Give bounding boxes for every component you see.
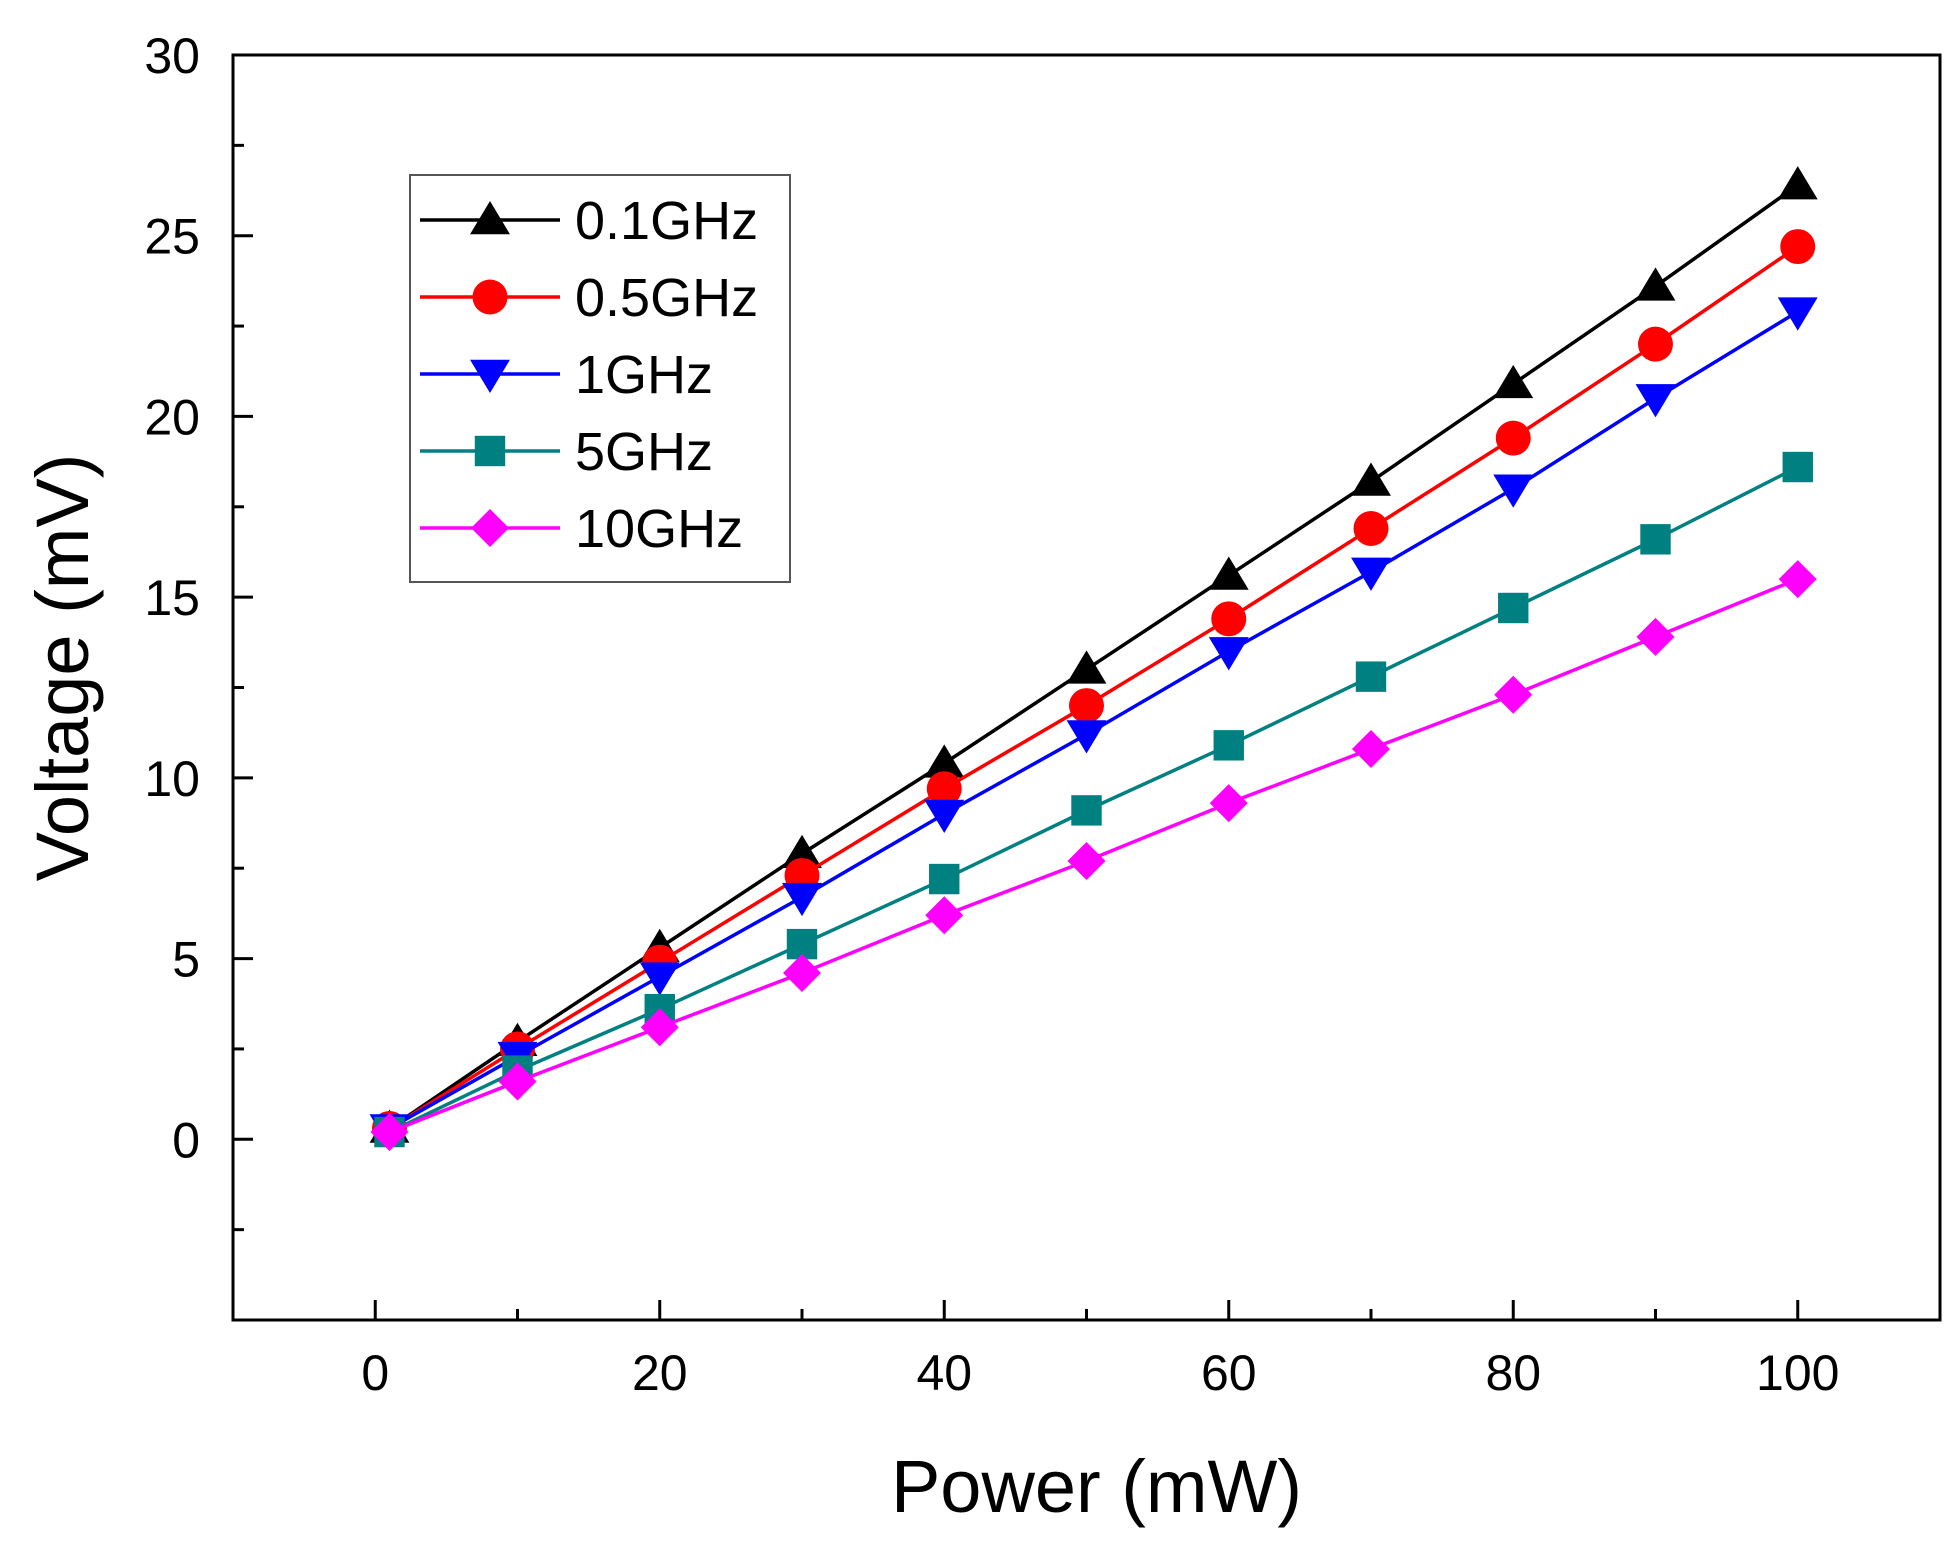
legend-label: 0.1GHz — [575, 191, 758, 251]
data-point — [926, 771, 962, 807]
x-tick-label: 40 — [916, 1345, 972, 1401]
y-tick-label: 25 — [144, 209, 200, 265]
data-point — [1498, 592, 1529, 624]
legend-item: 5GHz — [420, 422, 713, 482]
y-tick-label: 15 — [144, 570, 200, 626]
legend: 0.1GHz 0.5GHz 1GHz 5GHz 10GHz — [409, 174, 791, 583]
data-point — [1069, 688, 1104, 724]
series-10GHz — [370, 560, 1817, 1152]
legend-label: 1GHz — [575, 345, 713, 405]
data-point — [1208, 637, 1249, 671]
x-tick-label: 0 — [361, 1345, 389, 1401]
x-tick-label: 60 — [1201, 1345, 1257, 1401]
data-point — [1778, 560, 1817, 599]
data-point — [1353, 510, 1389, 546]
data-point — [370, 1113, 409, 1152]
y-tick-label: 20 — [144, 389, 200, 445]
x-tick-label: 20 — [632, 1345, 688, 1401]
data-point — [783, 954, 821, 993]
data-point — [1351, 557, 1391, 591]
data-point — [640, 1008, 679, 1047]
data-point — [1638, 326, 1673, 362]
legend-item: 1GHz — [420, 345, 713, 405]
data-point — [1495, 420, 1531, 456]
legend-marker — [471, 509, 509, 547]
data-point — [1067, 841, 1106, 880]
legend-marker — [472, 279, 508, 315]
x-tick-label: 100 — [1756, 1345, 1839, 1401]
data-point — [782, 834, 822, 869]
data-point — [498, 1062, 537, 1101]
data-point — [1209, 784, 1248, 823]
x-tick-label: 80 — [1485, 1345, 1541, 1401]
data-point — [1208, 556, 1249, 590]
data-point — [924, 799, 965, 833]
legend-marker — [470, 359, 510, 393]
data-point — [925, 896, 964, 935]
data-point — [1782, 451, 1813, 483]
data-point — [1777, 297, 1818, 331]
plot-frame — [231, 53, 1942, 1322]
legend-item: 0.5GHz — [420, 268, 758, 328]
legend-item: 0.1GHz — [420, 191, 758, 251]
legend-label: 0.5GHz — [575, 268, 758, 328]
data-point — [1071, 795, 1102, 826]
data-point — [1211, 601, 1247, 637]
series-layer — [369, 166, 1818, 1152]
y-tick-label: 30 — [144, 28, 200, 84]
series-1GHz — [369, 297, 1818, 1148]
data-point — [1351, 462, 1391, 496]
data-point — [1636, 617, 1675, 656]
legend-marker — [470, 201, 510, 235]
series-5GHz — [374, 451, 1813, 1148]
data-point — [1213, 730, 1244, 761]
legend-box — [409, 174, 791, 583]
y-tick-label: 10 — [144, 751, 200, 807]
legend-label: 5GHz — [575, 422, 713, 482]
data-point — [639, 962, 680, 996]
data-point — [924, 744, 965, 778]
data-point — [1635, 384, 1676, 418]
data-point — [1635, 267, 1676, 301]
data-point — [1777, 166, 1818, 200]
legend-marker — [474, 435, 506, 467]
legend-label: 10GHz — [575, 499, 743, 559]
data-point — [782, 882, 822, 917]
x-axis-title: Power (mW) — [891, 1445, 1302, 1528]
data-point — [1066, 720, 1107, 754]
data-point — [1640, 524, 1671, 555]
data-point — [1493, 364, 1534, 399]
data-point — [929, 863, 960, 895]
data-point — [1066, 650, 1107, 684]
data-point — [1493, 474, 1534, 508]
legend-item: 10GHz — [420, 499, 743, 559]
y-tick-label: 5 — [172, 932, 200, 988]
y-axis-title: Voltage (mV) — [21, 454, 104, 882]
data-point — [1780, 229, 1816, 265]
data-point — [1494, 675, 1533, 714]
data-point — [1352, 729, 1390, 768]
y-tick-label: 0 — [172, 1112, 200, 1168]
axis-ticks: 0 20 40 60 80 100 0 5 10 15 20 25 30 — [144, 28, 1839, 1401]
data-point — [1355, 661, 1387, 692]
